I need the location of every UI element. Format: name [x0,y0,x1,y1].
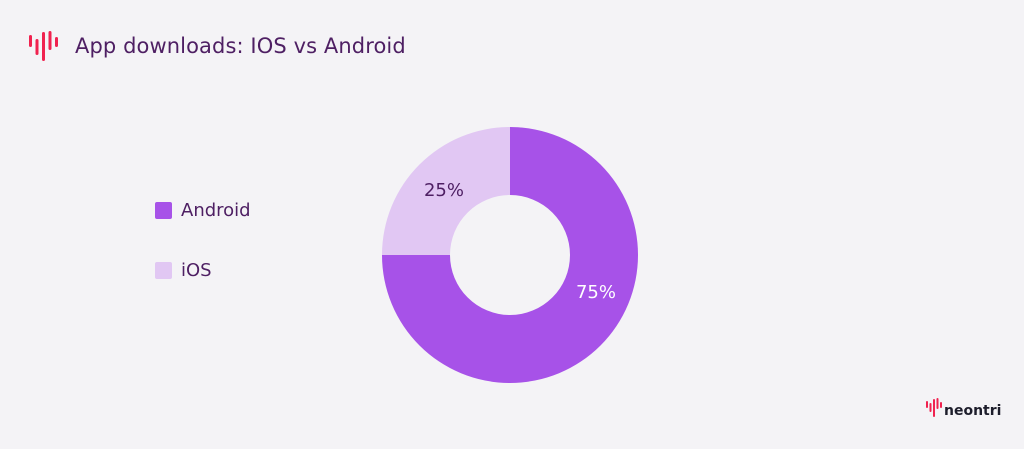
ios-swatch [155,261,172,279]
legend-label: Android [181,199,251,221]
legend-item-android: Android [155,198,251,222]
android-percent-label: 75% [576,282,616,303]
neontri-bars-icon [29,31,58,61]
android-swatch [155,201,172,219]
chart-header: App downloads: IOS vs Android [28,30,406,62]
legend-item-ios: iOS [155,258,251,282]
legend-label: iOS [181,259,212,281]
chart-legend: Android iOS [155,198,251,318]
chart-title: App downloads: IOS vs Android [75,34,406,58]
ios-percent-label: 25% [424,180,464,201]
brand-logo: neontri [926,398,1001,418]
neontri-bars-icon [926,398,942,417]
brand-name: neontri [944,403,1002,419]
android-slice [382,127,638,383]
ios-slice [382,127,510,255]
